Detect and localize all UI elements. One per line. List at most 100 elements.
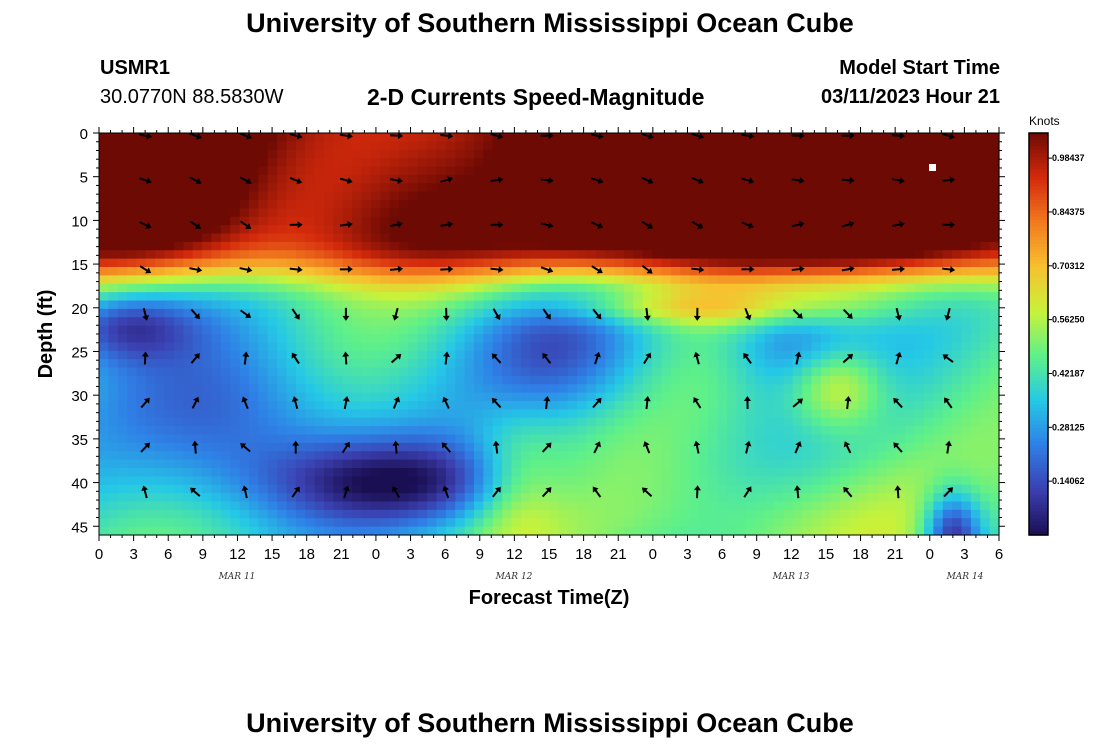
heatmap-cell <box>211 392 222 402</box>
heatmap-cell <box>867 442 878 452</box>
heatmap-cell <box>924 283 934 293</box>
heatmap-cell <box>933 476 944 486</box>
heatmap-cell <box>417 174 428 184</box>
heatmap-cell <box>605 283 616 293</box>
heatmap-cell <box>342 526 353 536</box>
heatmap-cell <box>933 493 944 503</box>
x-tick-label: 18 <box>852 546 869 563</box>
heatmap-cell <box>820 342 831 352</box>
heatmap-cell <box>174 208 184 218</box>
heatmap-cell <box>399 417 409 427</box>
current-arrow <box>543 396 551 410</box>
heatmap-cell <box>183 484 194 494</box>
heatmap-cell <box>174 442 184 452</box>
heatmap-cell <box>755 317 766 327</box>
heatmap-cell <box>811 216 822 226</box>
heatmap-cell <box>924 350 934 360</box>
current-arrow <box>693 351 701 365</box>
y-axis-label: Depth (ft) <box>35 290 57 379</box>
heatmap-cell <box>858 183 869 193</box>
heatmap-cell <box>108 258 119 268</box>
heatmap-cell <box>914 350 925 360</box>
heatmap-cell <box>539 375 550 385</box>
heatmap-cell <box>680 518 691 528</box>
heatmap-cell <box>99 493 109 503</box>
heatmap-cell <box>408 384 419 394</box>
heatmap-cell <box>774 417 784 427</box>
heatmap-cell <box>577 267 588 276</box>
heatmap-cell <box>455 317 466 327</box>
heatmap-cell <box>717 417 728 427</box>
heatmap-cell <box>980 484 991 494</box>
colorbar-segment <box>1029 444 1048 449</box>
heatmap-cell <box>417 434 428 444</box>
heatmap-cell <box>980 401 991 410</box>
heatmap-cell <box>220 484 231 494</box>
heatmap-cell <box>549 283 559 293</box>
heatmap-cell <box>727 191 738 201</box>
heatmap-cell <box>305 258 316 268</box>
heatmap-cell <box>895 493 906 503</box>
x-tick-label: 21 <box>887 546 904 563</box>
heatmap-cell <box>277 183 288 193</box>
heatmap-cell <box>736 283 747 293</box>
heatmap-cell <box>520 350 531 360</box>
heatmap-cell <box>980 183 991 193</box>
heatmap-cell <box>914 241 925 251</box>
heatmap-cell <box>389 350 400 360</box>
heatmap-cell <box>820 200 831 209</box>
heatmap-cell <box>558 166 569 176</box>
heatmap-cell <box>549 225 559 235</box>
heatmap-cell <box>136 493 147 503</box>
heatmap-cell <box>370 200 381 209</box>
heatmap-cell <box>108 417 119 427</box>
heatmap-cell <box>380 133 391 142</box>
heatmap-cell <box>230 158 241 168</box>
heatmap-cell <box>980 208 991 218</box>
heatmap-cell <box>642 158 653 168</box>
colorbar-segment <box>1029 411 1048 415</box>
heatmap-cell <box>642 426 653 436</box>
colorbar-segment <box>1029 474 1048 479</box>
heatmap-cell <box>792 401 803 410</box>
heatmap-cell <box>595 384 606 394</box>
heatmap-cell <box>483 484 494 494</box>
heatmap-cell <box>211 476 222 486</box>
heatmap-cell <box>539 493 550 503</box>
heatmap-cell <box>370 250 381 260</box>
heatmap-cell <box>577 426 588 436</box>
heatmap-cell <box>774 392 784 402</box>
heatmap-cell <box>314 166 325 176</box>
heatmap-cell <box>699 166 709 176</box>
heatmap-cell <box>464 468 475 477</box>
heatmap-cell <box>539 149 550 159</box>
heatmap-cell <box>183 174 194 184</box>
heatmap-cell <box>633 451 644 461</box>
heatmap-cell <box>961 166 972 176</box>
heatmap-cell <box>492 241 503 251</box>
heatmap-cell <box>689 258 700 268</box>
heatmap-cell <box>661 459 672 469</box>
heatmap-cell <box>492 493 503 503</box>
heatmap-cell <box>230 359 241 369</box>
heatmap-cell <box>464 526 475 536</box>
current-arrow <box>191 396 200 409</box>
heatmap-cell <box>389 334 400 343</box>
colorbar-segment <box>1029 183 1048 188</box>
heatmap-cell <box>858 493 869 503</box>
heatmap-cell <box>258 241 269 251</box>
heatmap-cell <box>895 459 906 469</box>
heatmap-cell <box>989 451 1000 461</box>
heatmap-cell <box>661 166 672 176</box>
heatmap-cell <box>258 359 269 369</box>
heatmap-cell <box>970 267 981 276</box>
heatmap-cell <box>314 283 325 293</box>
heatmap-cell <box>361 183 372 193</box>
heatmap-cell <box>830 208 841 218</box>
heatmap-cell <box>483 342 494 352</box>
heatmap-cell <box>689 149 700 159</box>
heatmap-cell <box>933 158 944 168</box>
heatmap-cell <box>699 526 709 536</box>
heatmap-cell <box>174 384 184 394</box>
heatmap-cell <box>399 233 409 243</box>
